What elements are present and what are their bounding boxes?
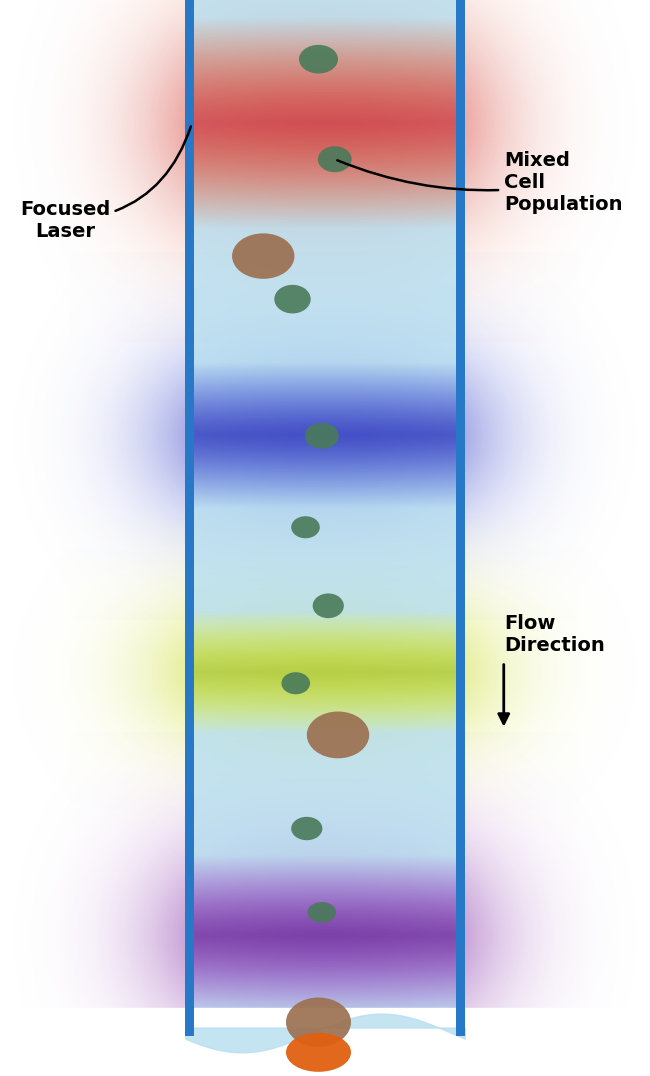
Bar	[185, 0, 194, 1036]
Ellipse shape	[307, 902, 336, 923]
Ellipse shape	[291, 516, 320, 538]
Bar	[456, 0, 465, 1036]
Ellipse shape	[291, 817, 322, 840]
Ellipse shape	[281, 672, 310, 694]
Ellipse shape	[313, 594, 344, 618]
Ellipse shape	[307, 711, 369, 759]
Text: Flow
Direction: Flow Direction	[504, 614, 604, 655]
Ellipse shape	[286, 1033, 351, 1072]
Ellipse shape	[286, 997, 351, 1047]
Text: Mixed
Cell
Population: Mixed Cell Population	[337, 152, 622, 214]
Ellipse shape	[318, 146, 352, 172]
Ellipse shape	[232, 233, 294, 279]
Bar	[185, 0, 465, 1035]
Ellipse shape	[274, 285, 311, 313]
Ellipse shape	[305, 423, 339, 449]
Text: Focused
Laser: Focused Laser	[20, 126, 191, 241]
Bar	[185, 0, 194, 1036]
Bar	[456, 0, 465, 1036]
Ellipse shape	[299, 45, 338, 73]
